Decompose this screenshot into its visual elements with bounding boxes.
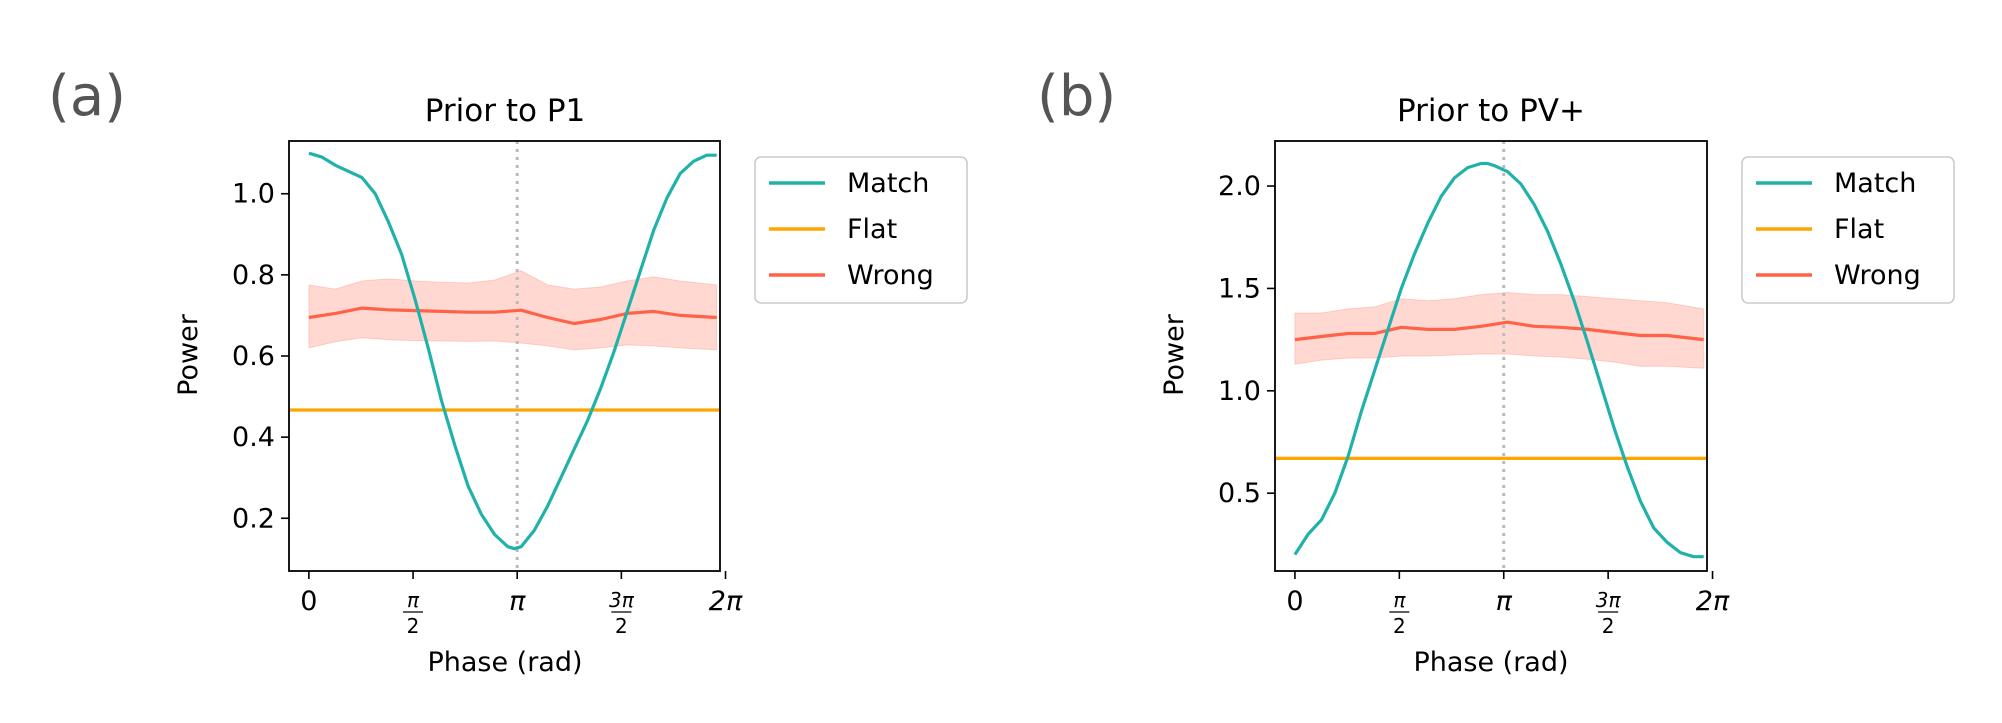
flat-legend-label: Flat [1834, 214, 1884, 245]
panel-label-b: (b) [1037, 64, 1116, 129]
x-tick-label: 0 [1286, 586, 1303, 617]
match-legend-label: Match [847, 168, 929, 199]
panel-b: (b) Prior to PV+ Phase (rad) Power 0.5 1.… [1037, 64, 1955, 678]
flat-legend-label: Flat [847, 214, 897, 245]
match-legend-label: Match [1834, 168, 1916, 199]
legend-b: Match Flat Wrong [1741, 156, 1955, 304]
y-tick-label: 1.5 [1218, 273, 1261, 304]
match-series-line [1293, 161, 1704, 559]
y-tick-label: 1.0 [232, 179, 275, 210]
wrong-legend-label: Wrong [1834, 260, 1921, 291]
y-tick-label: 1.0 [1218, 376, 1261, 407]
axes-frame [1274, 140, 1708, 572]
chart-title-b: Prior to PV+ [1397, 93, 1585, 129]
y-tick-label: 0.4 [232, 422, 275, 453]
plot-lines [1275, 141, 1707, 571]
x-tick-label-denominator: 2 [1393, 614, 1406, 638]
x-tick-label-numerator: 3π [609, 588, 635, 612]
x-axis-label-b: Phase (rad) [1413, 647, 1568, 678]
x-tick-label-denominator: 2 [1602, 614, 1615, 638]
x-tick-label: π [1496, 586, 1513, 617]
axes-frame [288, 140, 721, 572]
x-axis-label-a: Phase (rad) [427, 647, 582, 678]
x-tick-label-numerator: 3π [1596, 588, 1622, 612]
wrong-legend-label: Wrong [847, 260, 934, 291]
x-tick-label-denominator: 2 [615, 614, 628, 638]
legend-a: Match Flat Wrong [754, 156, 968, 304]
y-tick-label: 0.5 [1218, 478, 1261, 509]
wrong-series-line [1294, 320, 1704, 342]
match-series-line [308, 151, 717, 551]
legend-box [754, 156, 968, 304]
chart-title-a: Prior to P1 [425, 93, 585, 129]
y-tick-label: 0.8 [232, 260, 275, 291]
x-tick-label: 0 [300, 586, 317, 617]
x-tick-label-numerator: π [407, 588, 420, 612]
y-axis-label-b: Power [1159, 313, 1190, 396]
wrong-series-line [308, 306, 717, 326]
x-tick-label: 2π [709, 586, 743, 617]
legend-box [1741, 156, 1955, 304]
y-tick-label: 0.6 [232, 341, 275, 372]
x-tick-label: 2π [1696, 586, 1730, 617]
x-tick-label-denominator: 2 [407, 614, 420, 638]
panel-a: (a) Prior to P1 Phase (rad) Power 0.2 0.4… [48, 64, 968, 678]
y-tick-label: 0.2 [232, 503, 275, 534]
x-tick-label-numerator: π [1393, 588, 1406, 612]
y-axis-label-a: Power [173, 313, 204, 396]
x-tick-label: π [509, 586, 526, 617]
y-tick-label: 2.0 [1218, 171, 1261, 202]
wrong-confidence-band [1294, 291, 1705, 369]
plot-lines [289, 141, 720, 571]
panel-label-a: (a) [48, 64, 126, 129]
